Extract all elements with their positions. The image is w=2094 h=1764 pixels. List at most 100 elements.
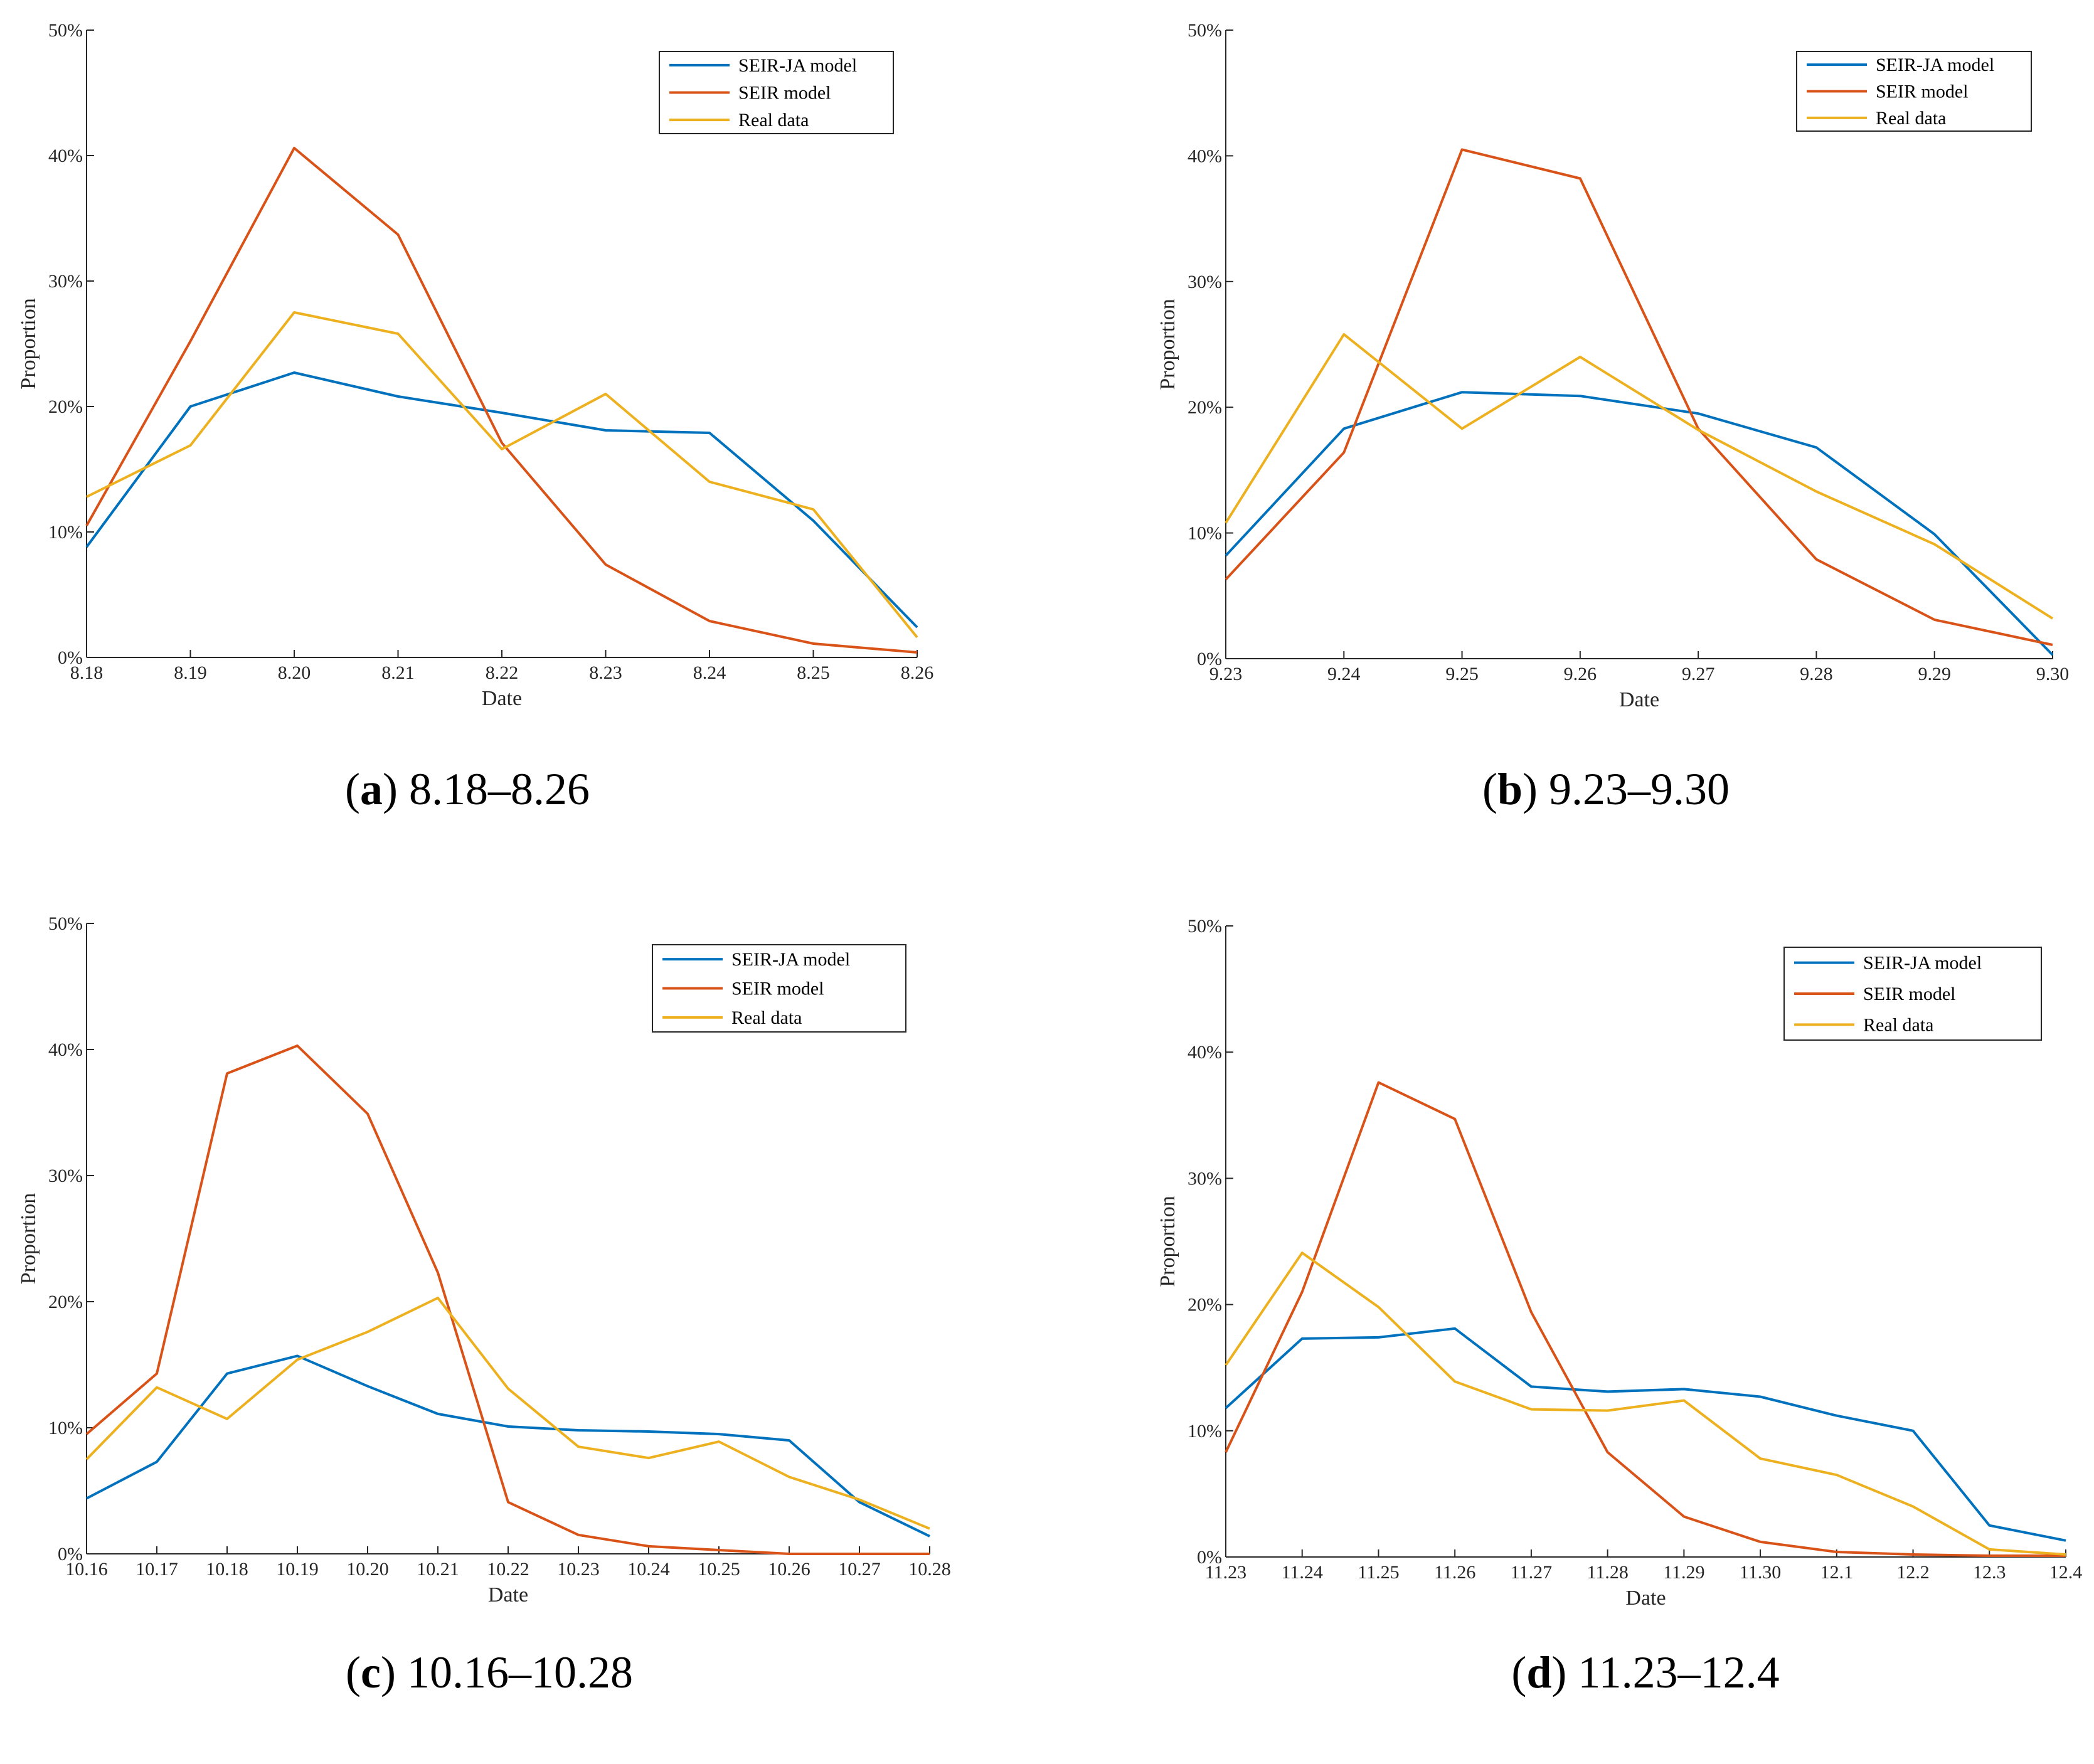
legend-label-seir-model: SEIR model xyxy=(1876,82,1969,102)
legend-label-real-data: Real data xyxy=(1863,1014,1933,1035)
y-tick-label: 10% xyxy=(48,1418,83,1438)
x-axis-title: Date xyxy=(1625,1586,1666,1610)
y-axis-title: Proportion xyxy=(1156,299,1179,390)
legend-label-seir-model: SEIR model xyxy=(1863,984,1956,1004)
x-tick-label: 8.22 xyxy=(486,662,519,683)
x-tick-label: 10.17 xyxy=(136,1559,178,1580)
x-tick-label: 8.19 xyxy=(174,662,207,683)
legend-label-real-data: Real data xyxy=(1876,108,1946,129)
y-tick-label: 50% xyxy=(48,913,83,934)
series-line-real-data xyxy=(1225,1251,2066,1556)
y-tick-label: 10% xyxy=(1188,523,1222,544)
series-line-seir-model xyxy=(85,1044,930,1555)
x-tick-label: 9.27 xyxy=(1682,664,1715,684)
x-tick-label: 10.23 xyxy=(557,1559,600,1580)
legend-label-seir-ja-model: SEIR-JA model xyxy=(1876,55,1994,75)
panel-caption: (d) 11.23–12.4 xyxy=(1511,1647,1779,1698)
y-tick-label: 0% xyxy=(58,647,83,668)
y-tick-label: 0% xyxy=(58,1544,83,1565)
panel-caption: (c) 10.16–10.28 xyxy=(346,1647,633,1698)
y-tick-label: 0% xyxy=(1197,649,1222,669)
x-tick-label: 10.27 xyxy=(838,1559,881,1580)
x-tick-label: 8.20 xyxy=(278,662,311,683)
y-axis-title: Proportion xyxy=(17,298,40,389)
chart-panel-d: 0% 10% 20% 30% 40% 50% 11.23 11.24 11.25 11.26 11.… xyxy=(1156,916,2082,1698)
y-tick-label: 50% xyxy=(48,20,83,41)
caption-letter: b xyxy=(1497,764,1523,814)
x-tick-label: 12.3 xyxy=(1973,1562,2006,1583)
caption-letter: d xyxy=(1526,1647,1551,1698)
chart-panel-a: 0% 10% 20% 30% 40% 50% 8.18 8.19 8.20 8.21 8.22 8.2… xyxy=(17,20,933,814)
series-line-seir-ja-model xyxy=(86,1354,930,1538)
series-line-seir-ja-model xyxy=(1225,1327,2066,1542)
x-tick-label: 9.26 xyxy=(1564,664,1597,684)
x-tick-label: 9.29 xyxy=(1918,664,1951,684)
y-tick-label: 30% xyxy=(48,271,83,292)
x-tick-label: 9.28 xyxy=(1800,664,1833,684)
legend-label-real-data: Real data xyxy=(738,110,809,130)
x-tick-label: 9.24 xyxy=(1327,664,1361,684)
x-tick-label: 8.25 xyxy=(797,662,830,683)
x-tick-label: 10.22 xyxy=(487,1559,529,1580)
x-tick-label: 10.28 xyxy=(908,1559,951,1580)
x-tick-label: 9.25 xyxy=(1445,664,1479,684)
y-tick-label: 30% xyxy=(1188,272,1222,292)
x-tick-label: 10.25 xyxy=(698,1559,740,1580)
y-tick-label: 50% xyxy=(1188,916,1222,937)
x-tick-label: 10.21 xyxy=(417,1559,459,1580)
y-tick-label: 20% xyxy=(1188,397,1222,418)
caption-letter: c xyxy=(361,1647,381,1698)
legend-label-seir-model: SEIR model xyxy=(731,979,824,999)
caption-letter: a xyxy=(360,764,383,814)
panel-caption: (b) 9.23–9.30 xyxy=(1482,764,1730,814)
y-tick-label: 40% xyxy=(1188,146,1222,166)
y-tick-label: 10% xyxy=(1188,1421,1222,1442)
series-line-seir-model xyxy=(1225,1081,2066,1557)
legend-label-seir-ja-model: SEIR-JA model xyxy=(731,949,850,970)
x-tick-label: 12.2 xyxy=(1896,1562,1930,1583)
x-tick-label: 9.30 xyxy=(2036,664,2070,684)
series-line-real-data xyxy=(85,1297,930,1530)
caption-close-paren: ) xyxy=(383,764,398,814)
x-tick-label: 12.1 xyxy=(1820,1562,1854,1583)
chart-panel-b: 0% 10% 20% 30% 40% 50% 9.23 9.24 9.25 9.26 9.27 9.2… xyxy=(1156,20,2069,814)
x-tick-label: 8.26 xyxy=(901,662,934,683)
x-tick-label: 10.24 xyxy=(627,1559,670,1580)
y-tick-label: 40% xyxy=(1188,1042,1222,1063)
caption-open-paren: ( xyxy=(1482,764,1497,814)
y-axis-title: Proportion xyxy=(17,1193,40,1284)
series-line-seir-model xyxy=(1225,148,2053,646)
legend: SEIR-JA model SEIR model Real data xyxy=(1783,947,2042,1041)
caption-date-range: 8.18–8.26 xyxy=(398,764,590,814)
legend-label-seir-ja-model: SEIR-JA model xyxy=(1863,953,1982,974)
series-line-seir-model xyxy=(85,147,918,654)
x-tick-label: 10.26 xyxy=(768,1559,810,1580)
y-tick-label: 20% xyxy=(48,1292,83,1312)
caption-close-paren: ) xyxy=(1551,1647,1566,1698)
legend: SEIR-JA model SEIR model Real data xyxy=(659,51,894,134)
x-tick-label: 11.30 xyxy=(1740,1562,1781,1583)
y-tick-label: 50% xyxy=(1188,20,1222,41)
x-axis-title: Date xyxy=(488,1583,528,1607)
x-tick-label: 10.19 xyxy=(276,1559,319,1580)
legend-label-seir-model: SEIR model xyxy=(738,83,831,104)
y-tick-label: 30% xyxy=(48,1166,83,1186)
y-tick-label: 40% xyxy=(48,146,83,166)
caption-close-paren: ) xyxy=(1523,764,1538,814)
y-axis-title: Proportion xyxy=(1156,1196,1179,1287)
caption-date-range: 10.16–10.28 xyxy=(396,1647,633,1698)
caption-date-range: 9.23–9.30 xyxy=(1538,764,1730,814)
legend-label-real-data: Real data xyxy=(731,1007,802,1028)
y-tick-label: 20% xyxy=(48,396,83,417)
caption-close-paren: ) xyxy=(381,1647,396,1698)
legend: SEIR-JA model SEIR model Real data xyxy=(1796,51,2032,132)
y-tick-label: 0% xyxy=(1197,1547,1222,1568)
x-tick-label: 12.4 xyxy=(2049,1562,2083,1583)
y-tick-label: 40% xyxy=(48,1039,83,1060)
x-tick-label: 11.24 xyxy=(1282,1562,1323,1583)
series-line-seir-ja-model xyxy=(1225,391,2054,656)
x-axis-title: Date xyxy=(482,687,522,710)
caption-open-paren: ( xyxy=(345,764,360,814)
caption-date-range: 11.23–12.4 xyxy=(1566,1647,1779,1698)
